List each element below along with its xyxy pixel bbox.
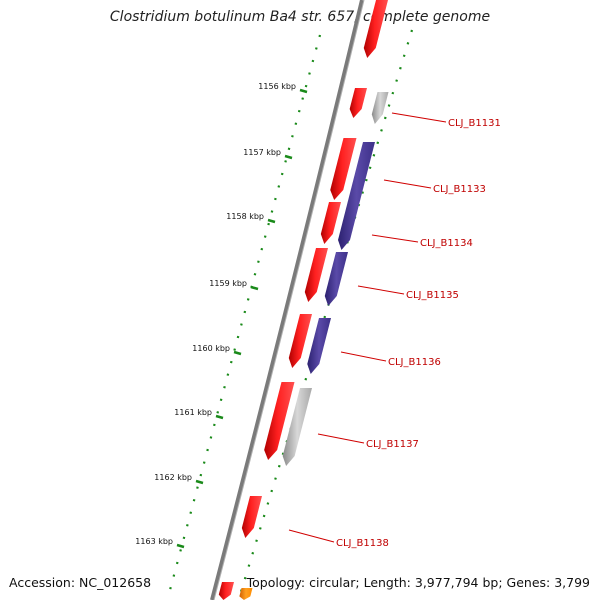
gene-label[interactable]: CLJ_B1138 <box>336 538 389 549</box>
gene-arrow <box>324 252 348 306</box>
gene-label[interactable]: CLJ_B1135 <box>406 290 459 301</box>
gene-label[interactable]: CLJ_B1133 <box>433 184 486 195</box>
ruler-tick-label: 1161 kbp <box>174 408 212 417</box>
ruler-tick <box>195 479 204 485</box>
gene-arrow <box>371 92 389 124</box>
gene-arrow <box>282 388 312 466</box>
gene-label[interactable]: CLJ_B1136 <box>388 357 441 368</box>
ruler-tick <box>267 218 276 224</box>
gene-label-leader <box>317 433 365 444</box>
ruler-tick-label: 1156 kbp <box>258 82 296 91</box>
genome-backbone-highlight <box>213 0 365 600</box>
gene-label-leader <box>357 285 405 295</box>
gc-skew-track-inner <box>168 34 322 591</box>
ruler-tick-label: 1159 kbp <box>209 279 247 288</box>
gene-arrow <box>288 314 312 368</box>
gene-label-leader <box>383 179 432 189</box>
ruler-tick-label: 1157 kbp <box>243 148 281 157</box>
gene-labels: CLJ_B1131 CLJ_B1133 CLJ_B1134 CLJ_B1135 CLJ_… <box>288 112 501 549</box>
gene-arrow <box>338 142 375 250</box>
gene-arrow <box>307 318 331 374</box>
ruler-tick-label: 1162 kbp <box>154 473 192 482</box>
gene-label-leader <box>340 351 387 362</box>
gene-label-leader <box>288 529 335 543</box>
gene-arrow <box>264 382 295 460</box>
gc-skew-track-outer <box>238 29 414 596</box>
ruler-tick-label: 1160 kbp <box>192 344 230 353</box>
gene-arrows <box>218 0 389 600</box>
gene-arrow <box>218 582 234 600</box>
gene-label[interactable]: CLJ_B1131 <box>448 118 501 129</box>
ruler-tick-label: 1163 kbp <box>135 537 173 546</box>
gene-label-leader <box>391 112 447 123</box>
gene-arrow <box>320 202 341 244</box>
gene-label[interactable]: CLJ_B1134 <box>420 238 473 249</box>
topology-label: Topology: circular; Length: 3,977,794 bp… <box>246 575 590 590</box>
gene-arrow <box>330 138 357 200</box>
gene-arrow <box>304 248 328 302</box>
gene-arrow <box>349 88 367 118</box>
ruler-ticks: 1156 kbp 1157 kbp 1158 kbp 1159 kbp 1160 kbp… <box>135 82 308 549</box>
ruler-tick <box>299 88 308 94</box>
ruler-tick <box>215 414 224 420</box>
ruler-tick <box>176 543 185 549</box>
gene-arrow <box>241 496 262 538</box>
gene-label-leader <box>371 234 419 243</box>
genome-backbone <box>210 0 364 600</box>
ruler-tick-label: 1158 kbp <box>226 212 264 221</box>
map-title: Clostridium botulinum Ba4 str. 657, comp… <box>109 9 491 25</box>
accession-label: Accession: NC_012658 <box>9 575 152 590</box>
ruler-tick <box>250 285 259 291</box>
gene-label[interactable]: CLJ_B1137 <box>366 439 419 450</box>
gene-arrow <box>239 588 253 600</box>
ruler-tick <box>233 350 242 356</box>
ruler-tick <box>284 154 293 160</box>
gene-arrow <box>363 0 388 58</box>
